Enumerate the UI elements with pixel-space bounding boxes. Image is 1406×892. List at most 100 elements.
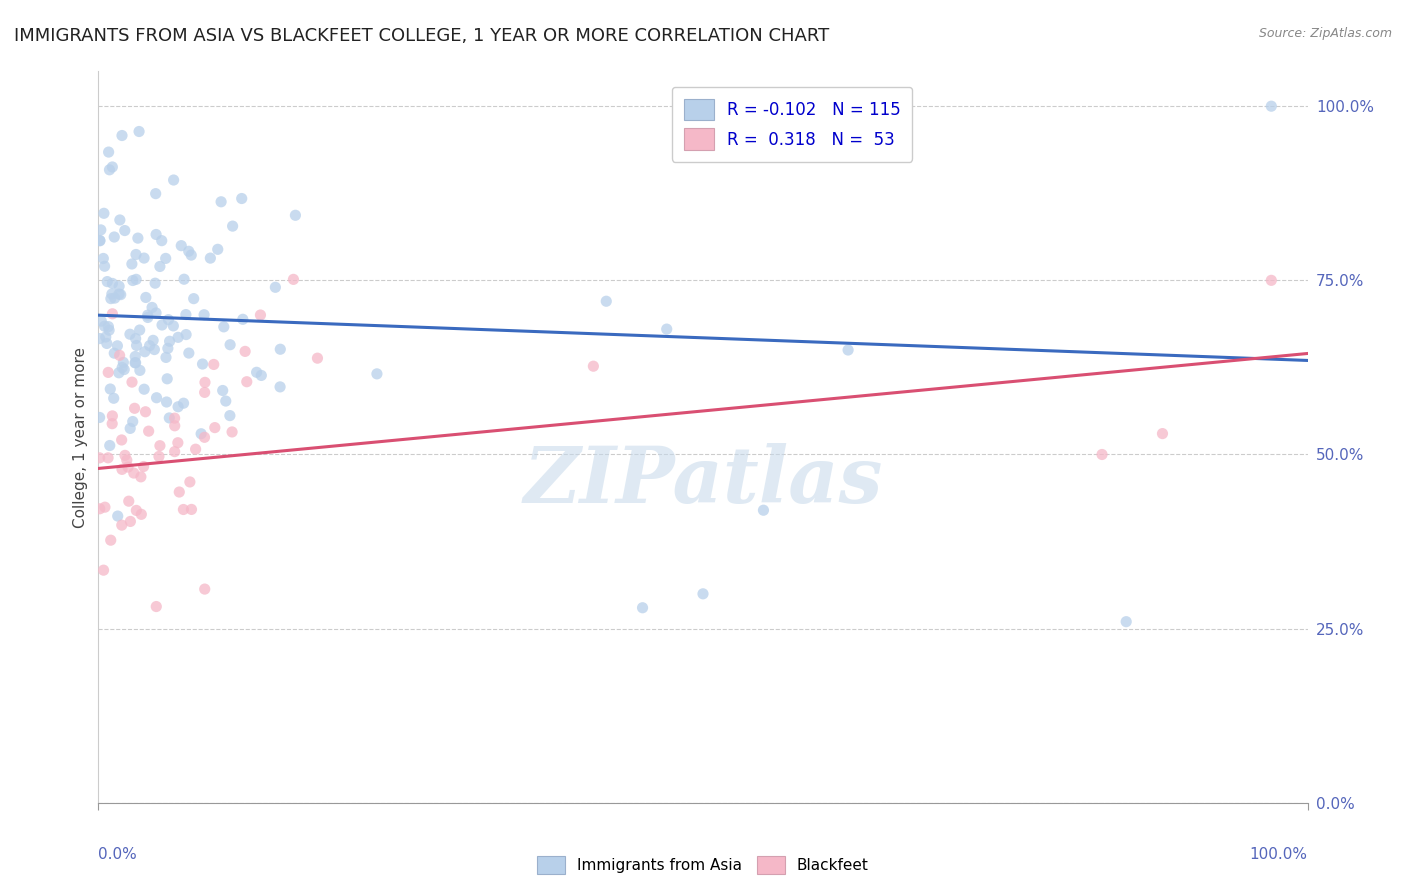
Point [145, 599, 167, 614]
Point [174, 327, 197, 342]
Point [100, 533, 122, 548]
Point [180, 248, 202, 262]
Point [284, 208, 307, 222]
Point [249, 308, 271, 322]
Point [155, 395, 177, 409]
Point [98, 382, 121, 396]
Point [91, 252, 114, 266]
Point [156, 372, 179, 386]
Point [219, 409, 242, 423]
Point [184, 442, 207, 457]
Point [145, 306, 167, 320]
Point [173, 272, 195, 286]
Point [134, 405, 156, 419]
Point [98, 438, 121, 452]
Point [108, 287, 131, 301]
Point [96, 336, 118, 351]
Point [250, 368, 273, 383]
Point [163, 411, 186, 425]
Point [97, 450, 120, 465]
Point [173, 396, 195, 410]
Point [167, 400, 190, 414]
Point [115, 453, 138, 467]
Point [101, 307, 124, 321]
Point [101, 409, 124, 423]
Point [211, 384, 233, 398]
Point [111, 518, 134, 533]
Point [191, 357, 214, 371]
Point [155, 351, 177, 365]
Point [200, 251, 222, 265]
Point [108, 279, 131, 293]
Point [121, 415, 143, 429]
Point [163, 418, 186, 433]
Point [169, 485, 191, 500]
Point [177, 244, 200, 259]
Point [96, 275, 118, 289]
Point [202, 358, 225, 372]
Point [1091, 448, 1114, 462]
Point [124, 356, 146, 370]
Point [101, 417, 124, 431]
Point [207, 243, 229, 257]
Point [307, 351, 329, 366]
Point [183, 292, 205, 306]
Point [193, 430, 215, 444]
Point [125, 247, 148, 261]
Point [121, 273, 143, 287]
Point [131, 508, 153, 522]
Point [120, 515, 142, 529]
Point [269, 380, 291, 394]
Point [141, 301, 163, 315]
Point [93, 206, 115, 220]
Point [159, 334, 181, 349]
Point [204, 420, 226, 434]
Point [157, 312, 180, 326]
Point [90, 223, 112, 237]
Point [104, 291, 127, 305]
Point [98, 162, 121, 177]
Point [132, 459, 155, 474]
Point [111, 360, 134, 375]
Point [655, 322, 678, 336]
Point [107, 509, 129, 524]
Point [138, 424, 160, 438]
Point [179, 475, 201, 489]
Point [89, 501, 111, 516]
Point [118, 494, 141, 508]
Point [155, 252, 177, 266]
Y-axis label: College, 1 year or more: College, 1 year or more [73, 347, 89, 527]
Point [127, 231, 149, 245]
Point [595, 294, 617, 309]
Point [145, 227, 167, 242]
Point [150, 318, 173, 332]
Point [128, 363, 150, 377]
Point [219, 337, 242, 351]
Point [149, 439, 172, 453]
Point [136, 308, 159, 322]
Point [89, 332, 111, 346]
Point [103, 346, 125, 360]
Point [101, 277, 124, 291]
Point [89, 234, 111, 248]
Point [143, 343, 166, 357]
Point [1260, 99, 1282, 113]
Point [128, 323, 150, 337]
Legend: Immigrants from Asia, Blackfeet: Immigrants from Asia, Blackfeet [531, 850, 875, 880]
Point [111, 433, 134, 447]
Point [110, 287, 132, 301]
Point [89, 410, 111, 425]
Point [125, 338, 148, 352]
Point [103, 391, 125, 405]
Point [124, 350, 146, 364]
Point [93, 563, 115, 577]
Point [236, 375, 259, 389]
Point [194, 376, 217, 390]
Point [101, 160, 124, 174]
Point [97, 145, 120, 159]
Point [233, 344, 256, 359]
Point [143, 276, 166, 290]
Point [582, 359, 605, 374]
Point [114, 448, 136, 462]
Point [163, 444, 186, 458]
